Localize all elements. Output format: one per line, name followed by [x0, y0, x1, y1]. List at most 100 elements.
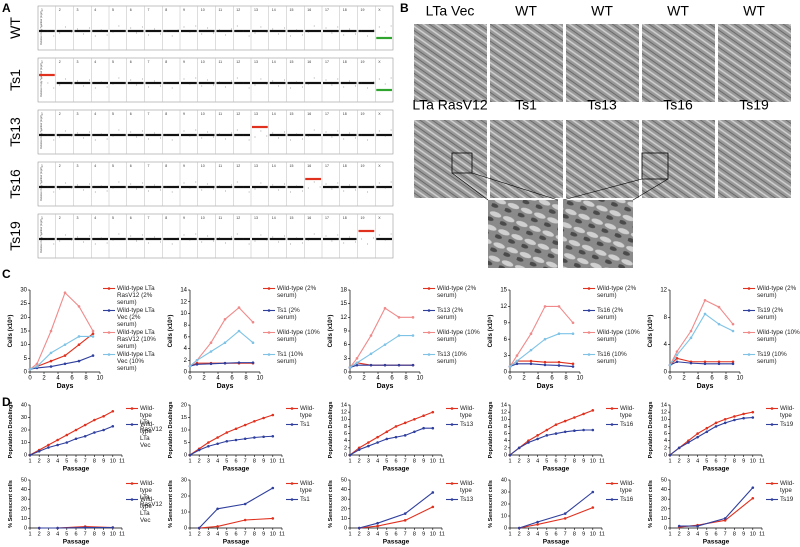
data-point [35, 365, 39, 368]
legend-dot [587, 287, 591, 290]
x-tick-label: 0 [188, 376, 192, 382]
x-tick-label: 5 [705, 531, 708, 537]
x-tick-label: 6 [234, 458, 237, 464]
copy-number-outlier [236, 77, 238, 79]
chromosome-label: 4 [94, 216, 96, 220]
chromosome-label: 3 [77, 60, 79, 64]
data-point [515, 362, 519, 366]
legend-swatch [423, 331, 435, 334]
copy-number-outlier [154, 132, 155, 134]
copy-number-band [181, 29, 197, 33]
x-tick-label: 6 [554, 458, 557, 464]
x-tick-label: 6 [394, 458, 397, 464]
legend-item: Ts13 (10% serum) [423, 351, 480, 365]
series-line [679, 497, 754, 528]
data-point [563, 512, 567, 515]
legend-dot [610, 407, 614, 410]
chromosome-label: 15 [290, 216, 294, 220]
y-tick-label: 0 [24, 452, 27, 458]
x-axis-label: Passage [543, 466, 570, 473]
copy-number-outlier [154, 184, 155, 186]
y-tick-label: 12 [660, 288, 667, 294]
data-point [591, 428, 595, 432]
zoom-connector [451, 172, 489, 201]
x-tick-label: 9 [262, 531, 265, 537]
series-line [669, 411, 753, 456]
x-tick-label: 6 [70, 376, 74, 382]
legend-item: Wild-type (10% serum) [263, 329, 320, 343]
copy-number-outlier [254, 188, 256, 190]
micrograph-label: Ts1 [515, 97, 537, 113]
copy-number-outlier [213, 32, 214, 34]
copy-number-outlier [266, 31, 268, 33]
data-point [529, 359, 533, 363]
legend-item: Wild-type LTa Vec [126, 421, 160, 449]
y-tick-label: 9 [344, 329, 348, 335]
legend-item: Ts1 [286, 421, 320, 428]
legend-item: Wild-type LTa Vec (10% serum) [103, 351, 160, 372]
copy-number-outlier [290, 243, 291, 245]
copy-number-outlier [177, 29, 179, 31]
data-point [251, 320, 255, 324]
legend-swatch [606, 482, 618, 485]
copy-number-outlier [248, 35, 250, 37]
copy-number-band [181, 81, 197, 85]
data-point [28, 453, 32, 457]
data-point [689, 336, 693, 340]
copy-number-band [252, 185, 268, 189]
data-point [77, 343, 81, 346]
data-point [508, 453, 512, 457]
legend-swatch [103, 353, 115, 356]
legend-item: Ts16 [606, 496, 640, 503]
legend-dot [450, 498, 454, 501]
copy-number-outlier [213, 188, 214, 190]
y-tick-label: 0 [344, 452, 347, 458]
x-tick-label: 5 [545, 458, 548, 464]
copy-number-outlier [165, 82, 167, 84]
copy-number-outlier [83, 85, 84, 87]
copy-number-outlier [301, 34, 303, 36]
copy-number-outlier [254, 32, 256, 34]
copy-number-outlier [349, 236, 351, 238]
y-axis-label: Population Doublings [328, 402, 334, 459]
y-axis-label: Cells (x10⁵) [488, 315, 494, 348]
x-tick-label: 6 [554, 531, 557, 537]
chromosome-label: 3 [77, 164, 79, 168]
copy-number-outlier [384, 187, 386, 189]
x-tick-label: 10 [590, 531, 596, 537]
copy-number-outlier [284, 27, 285, 29]
legend-text: Wild-type (10% serum) [597, 329, 640, 343]
y-tick-label: 0 [184, 525, 187, 531]
data-point [422, 426, 425, 430]
copy-number-outlier [112, 187, 114, 189]
copy-number-outlier [248, 87, 250, 89]
copy-number-outlier [154, 236, 155, 238]
copy-number-outlier [301, 86, 303, 88]
legend-dot [587, 309, 591, 312]
x-tick-label: 10 [430, 531, 436, 537]
y-tick-label: 0 [24, 370, 28, 376]
copy-number-band [287, 29, 304, 33]
data-point [91, 329, 95, 333]
x-tick-label: 3 [47, 531, 50, 537]
data-point [677, 524, 681, 528]
copy-number-band [252, 237, 268, 241]
legend-swatch [286, 482, 298, 485]
legend-text: Wild-type (2% serum) [757, 285, 797, 299]
copy-number-outlier [272, 184, 274, 186]
copy-number-band [358, 133, 375, 137]
copy-number-outlier [154, 28, 155, 30]
series-line [359, 492, 434, 529]
data-point [28, 367, 32, 371]
copy-number-outlier [201, 137, 203, 139]
copy-number-outlier [384, 135, 386, 137]
copy-number-outlier [367, 243, 368, 245]
copy-number-outlier [165, 186, 167, 188]
copy-number-band [323, 185, 339, 189]
chromosome-label: 15 [290, 8, 294, 12]
chromosome-label: 6 [130, 216, 132, 220]
copy-number-outlier [355, 85, 356, 87]
chromosome-label: 17 [325, 164, 329, 168]
data-point [689, 329, 693, 333]
copy-number-outlier [65, 182, 67, 184]
